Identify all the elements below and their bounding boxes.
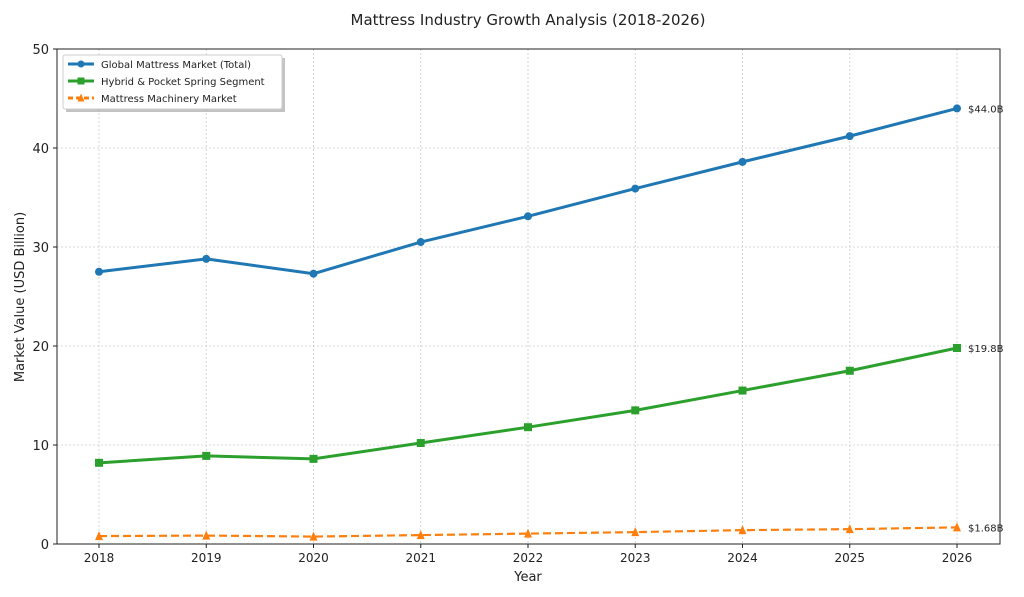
data-point-square — [95, 458, 103, 467]
data-point-circle — [953, 104, 961, 113]
data-point-square — [202, 451, 211, 460]
data-point-triangle — [309, 531, 318, 541]
data-point-triangle — [738, 525, 747, 535]
data-point-triangle — [95, 531, 103, 541]
data-point-circle — [95, 267, 103, 276]
data-point-circle — [202, 254, 211, 263]
series-line — [98, 526, 958, 538]
legend-label: Hybrid & Pocket Spring Segment — [101, 77, 265, 88]
x-tick-label: 2022 — [513, 551, 544, 565]
data-point-triangle — [202, 530, 211, 540]
end-value-label: $19.8B — [968, 344, 1004, 355]
y-tick-label: 50 — [32, 43, 49, 58]
data-point-circle — [845, 132, 854, 141]
x-tick-label: 2018 — [84, 551, 115, 565]
plot-frame — [56, 48, 1001, 545]
y-axis-label: Market Value (USD Billion) — [13, 212, 28, 382]
data-point-square — [631, 406, 640, 415]
data-point-square — [309, 454, 318, 463]
axes: 2018 2019 2020 2021 2022 2023 2024 2025 2026 0 10 2… — [32, 43, 1001, 565]
legend-label: Mattress Machinery Market — [101, 94, 237, 105]
data-point-triangle — [77, 93, 85, 102]
legend: Global Mattress Market (Total) Hybrid & P… — [62, 54, 285, 112]
legend-box — [62, 54, 283, 110]
grid — [57, 48, 1000, 545]
chart-title: Mattress Industry Growth Analysis (2018-… — [351, 11, 706, 29]
data-point-triangle — [524, 528, 532, 538]
x-tick-label: 2020 — [298, 551, 329, 565]
x-tick-label: 2021 — [405, 551, 436, 565]
series-2: $1.68B — [95, 522, 1004, 541]
series-group: $44.0B $19.8B $1.68B — [95, 104, 1004, 541]
data-point-square — [77, 77, 85, 85]
data-point-triangle — [845, 524, 854, 534]
x-tick-label: 2019 — [191, 551, 222, 565]
legend-label: Global Mattress Market (Total) — [101, 60, 251, 71]
end-value-label: $1.68B — [968, 523, 1004, 534]
data-point-square — [845, 366, 854, 375]
data-point-square — [524, 423, 532, 432]
y-tick-label: 30 — [32, 241, 49, 256]
data-point-circle — [524, 212, 532, 221]
y-tick-label: 0 — [41, 538, 49, 553]
data-point-circle — [309, 269, 318, 278]
data-point-circle — [77, 60, 85, 68]
x-axis-label: Year — [513, 570, 542, 585]
data-point-triangle — [416, 530, 425, 540]
data-point-square — [416, 439, 425, 448]
data-point-triangle — [631, 527, 640, 537]
x-tick-label: 2025 — [834, 551, 865, 565]
y-tick-label: 10 — [32, 439, 49, 454]
series-1: $19.8B — [95, 343, 1004, 467]
data-point-triangle — [953, 522, 961, 532]
data-point-square — [953, 343, 961, 352]
data-point-circle — [416, 238, 425, 247]
data-point-circle — [738, 157, 747, 166]
end-value-label: $44.0B — [968, 104, 1004, 115]
series-0: $44.0B — [95, 104, 1004, 278]
y-tick-label: 20 — [32, 340, 49, 355]
data-point-square — [738, 386, 747, 395]
x-tick-label: 2026 — [942, 551, 973, 565]
data-point-circle — [631, 184, 640, 193]
x-tick-label: 2023 — [620, 551, 651, 565]
y-tick-label: 40 — [32, 142, 49, 157]
x-tick-label: 2024 — [727, 551, 758, 565]
